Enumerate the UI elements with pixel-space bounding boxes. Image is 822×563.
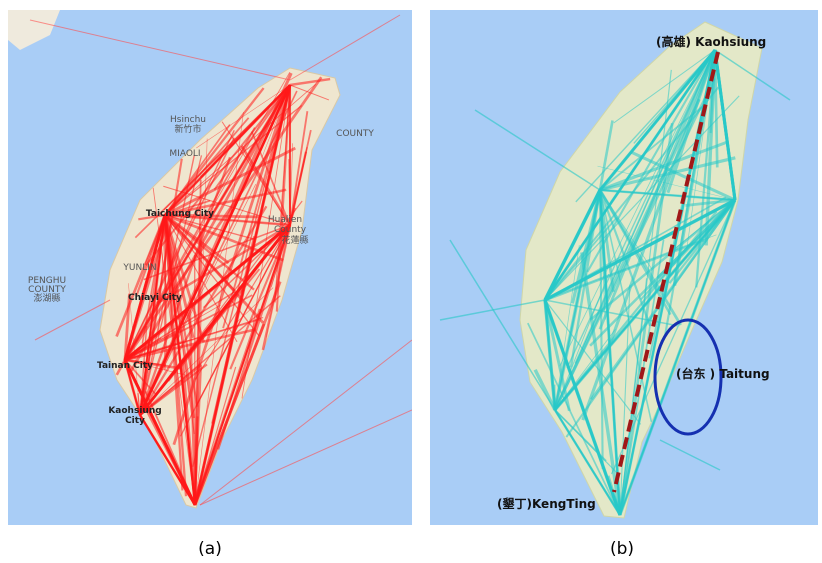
figure: Hsinchu 新竹市 MIAOLI Taichung City Hualien…	[0, 0, 822, 563]
map-label: COUNTY	[336, 129, 374, 139]
map-label: 花蓮縣	[281, 234, 308, 246]
caption: (a)	[198, 539, 222, 559]
annotation: (高雄) Kaohsiung	[656, 34, 766, 49]
annotation: (台东 ) Taitung	[676, 366, 770, 381]
map-label: YUNLIN	[122, 263, 156, 273]
annotation: (墾丁)KengTing	[497, 496, 596, 511]
caption: (b)	[610, 539, 634, 559]
map-label: City	[125, 416, 145, 426]
map-label: Chiayi City	[128, 293, 182, 303]
map-panel-a: Hsinchu 新竹市 MIAOLI Taichung City Hualien…	[8, 10, 412, 525]
map-label: 澎湖縣	[33, 292, 60, 304]
map-label: County	[274, 225, 307, 235]
map-label: Taichung City	[146, 209, 214, 219]
map-label: MIAOLI	[169, 149, 200, 159]
map-label: 新竹市	[174, 123, 201, 135]
map-panel-b: (高雄) Kaohsiung (台东 ) Taitung (墾丁)KengTin…	[430, 10, 818, 525]
map-label: Tainan City	[97, 361, 153, 371]
map-label: Hsinchu	[170, 115, 206, 125]
map-label: Hualien	[268, 215, 302, 225]
map-label: Kaohsiung	[108, 406, 161, 416]
